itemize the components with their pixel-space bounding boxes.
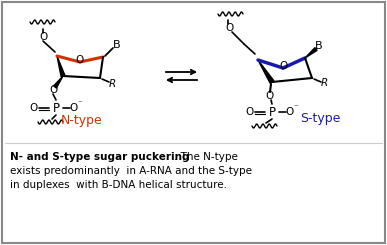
Polygon shape [305,48,317,58]
Text: S-type: S-type [300,111,340,124]
Text: O: O [49,85,57,95]
Text: R: R [320,78,328,88]
Text: N- and S-type sugar puckering: N- and S-type sugar puckering [10,152,190,162]
Text: . The N-type: . The N-type [174,152,238,162]
Text: O: O [286,107,294,117]
Text: N-type: N-type [61,113,103,126]
Text: P: P [269,106,276,119]
Polygon shape [53,76,63,88]
Polygon shape [57,56,65,77]
Text: R: R [108,79,116,89]
Text: O: O [226,23,234,33]
Text: in duplexes  with B-DNA helical structure.: in duplexes with B-DNA helical structure… [10,180,227,190]
Polygon shape [258,60,274,83]
Text: O: O [266,91,274,101]
Text: O: O [246,107,254,117]
Text: ⁻: ⁻ [78,99,82,109]
Text: B: B [315,41,323,51]
Text: ⁻: ⁻ [294,103,298,112]
Text: O: O [30,103,38,113]
Text: B: B [113,40,121,50]
Text: O: O [70,103,78,113]
Text: O: O [76,55,84,65]
Text: O: O [279,61,287,71]
Text: P: P [53,101,60,114]
Text: O: O [40,32,48,42]
Text: exists predominantly  in A-RNA and the S-type: exists predominantly in A-RNA and the S-… [10,166,252,176]
